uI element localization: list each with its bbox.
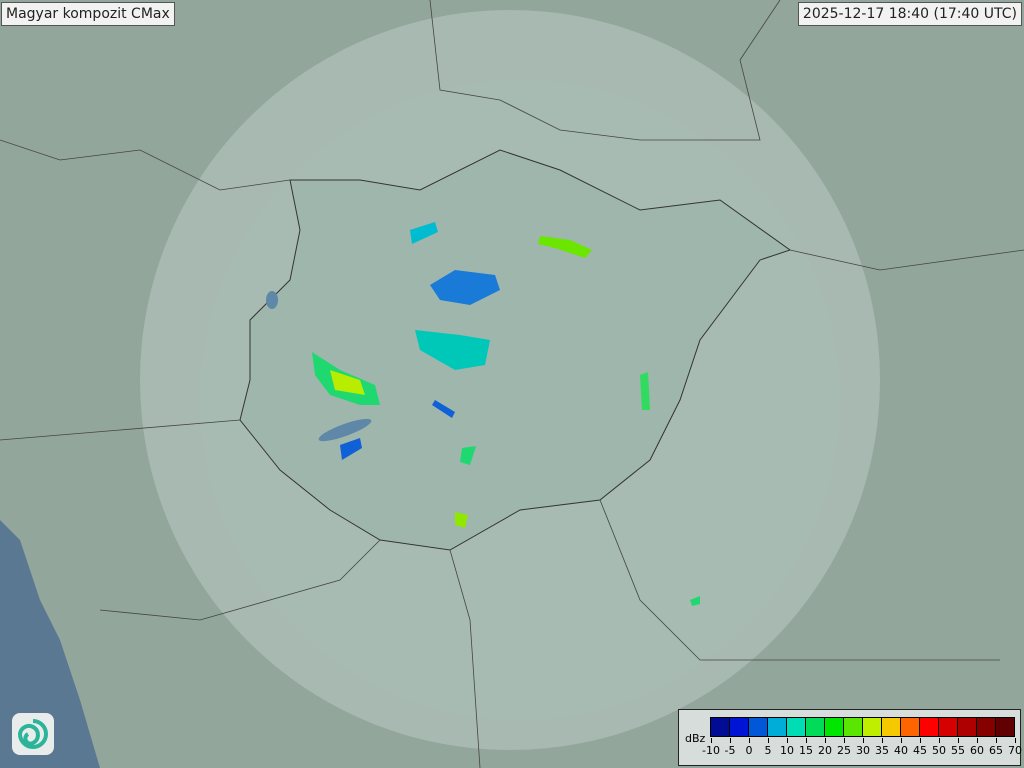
adriatic-sea xyxy=(0,520,100,768)
echo xyxy=(430,270,500,305)
tick-mark xyxy=(863,738,864,743)
color-scale xyxy=(710,717,1015,737)
tick-label: 0 xyxy=(745,744,753,757)
legend-unit: dBz xyxy=(685,732,706,745)
lake-ferto xyxy=(266,291,278,309)
tick-label: -10 xyxy=(702,744,720,757)
echo xyxy=(455,512,468,528)
tick-mark xyxy=(939,738,940,743)
color-swatch xyxy=(939,718,958,736)
tick-label: 5 xyxy=(764,744,772,757)
color-swatch xyxy=(711,718,730,736)
tick-label: 40 xyxy=(894,744,908,757)
color-swatch xyxy=(882,718,901,736)
echo xyxy=(330,370,365,395)
tick-label: 30 xyxy=(856,744,870,757)
color-swatch xyxy=(825,718,844,736)
echo xyxy=(460,446,476,465)
tick-mark xyxy=(711,738,712,743)
tick-mark xyxy=(977,738,978,743)
color-swatch xyxy=(768,718,787,736)
echo xyxy=(410,222,438,244)
color-swatch xyxy=(977,718,996,736)
echo xyxy=(432,400,455,418)
color-swatch xyxy=(901,718,920,736)
tick-mark xyxy=(1015,738,1016,743)
tick-mark xyxy=(825,738,826,743)
tick-mark xyxy=(996,738,997,743)
color-swatch xyxy=(749,718,768,736)
color-swatch xyxy=(996,718,1014,736)
tick-label: 25 xyxy=(837,744,851,757)
tick-label: 70 xyxy=(1008,744,1022,757)
tick-mark xyxy=(730,738,731,743)
tick-mark xyxy=(958,738,959,743)
color-swatch xyxy=(920,718,939,736)
color-swatch xyxy=(730,718,749,736)
lake-balaton xyxy=(318,418,372,442)
tick-mark xyxy=(806,738,807,743)
echo xyxy=(415,330,490,370)
omsz-logo-icon xyxy=(12,713,54,755)
color-swatch xyxy=(806,718,825,736)
tick-label: 50 xyxy=(932,744,946,757)
echo xyxy=(690,596,700,606)
hungary-border xyxy=(239,149,792,551)
color-swatch xyxy=(863,718,882,736)
radar-echoes xyxy=(312,222,700,606)
tick-label: 60 xyxy=(970,744,984,757)
tick-mark xyxy=(749,738,750,743)
tick-label: 45 xyxy=(913,744,927,757)
timestamp: 2025-12-17 18:40 (17:40 UTC) xyxy=(797,2,1022,26)
echo xyxy=(640,372,650,410)
tick-label: 10 xyxy=(780,744,794,757)
tick-label: 65 xyxy=(989,744,1003,757)
tick-mark xyxy=(882,738,883,743)
tick-mark xyxy=(901,738,902,743)
tick-mark xyxy=(787,738,788,743)
tick-label: 15 xyxy=(799,744,813,757)
tick-label: 20 xyxy=(818,744,832,757)
color-swatch xyxy=(844,718,863,736)
color-swatch xyxy=(958,718,977,736)
color-swatch xyxy=(787,718,806,736)
tick-mark xyxy=(920,738,921,743)
tick-label: -5 xyxy=(724,744,736,757)
tick-label: 55 xyxy=(951,744,965,757)
product-title: Magyar kompozit CMax xyxy=(1,2,175,26)
tick-label: 35 xyxy=(875,744,889,757)
echo xyxy=(538,236,592,258)
tick-mark xyxy=(844,738,845,743)
echo xyxy=(340,438,362,460)
dbz-legend: dBz -10 -5 0 5 10 15 20 25 30 35 40 45 50 55 60 65 70 xyxy=(678,709,1022,766)
tick-mark xyxy=(768,738,769,743)
legend-ticks: -10 -5 0 5 10 15 20 25 30 35 40 45 50 55 60 65 70 xyxy=(679,738,1022,762)
